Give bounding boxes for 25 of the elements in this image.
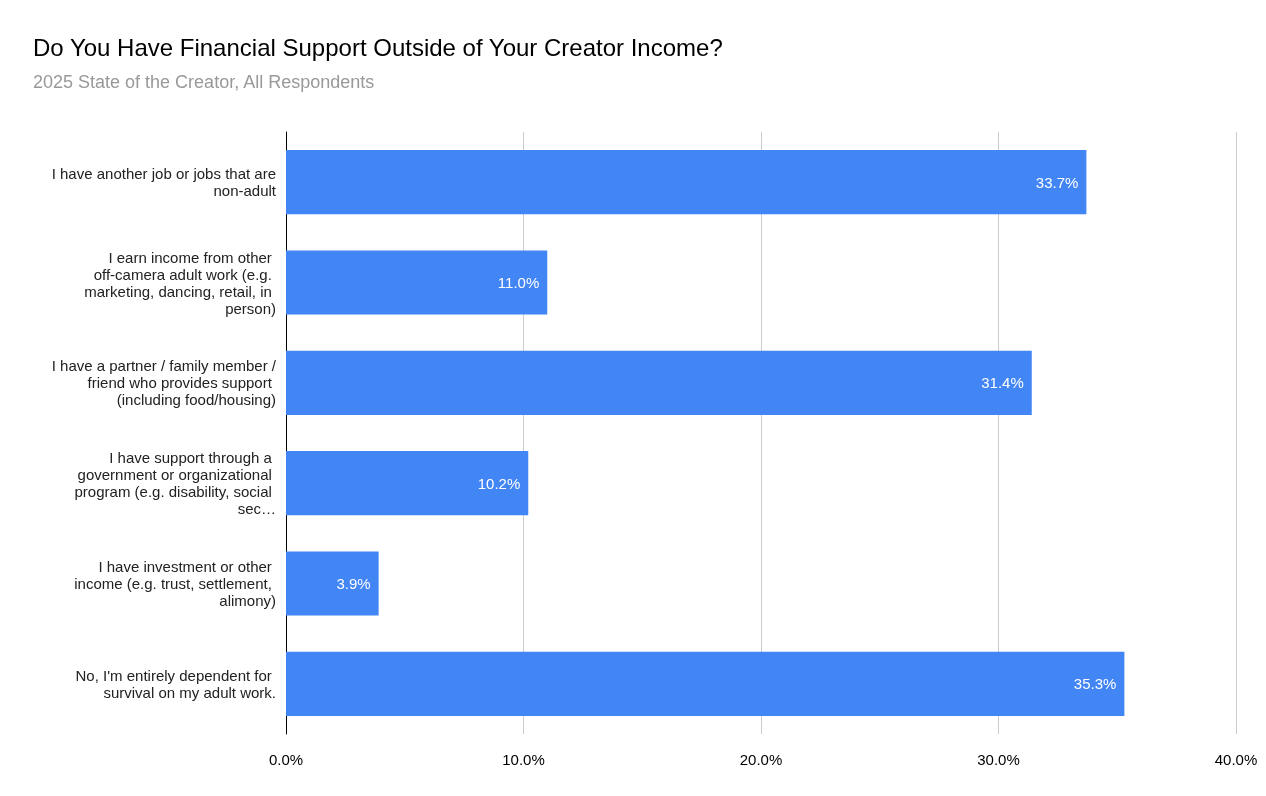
y-tick-label: I have investment or other income (e.g. trust, settlement, alimony) (74, 558, 276, 609)
y-tick-label: I have another job or jobs that are non-adult (51, 165, 277, 200)
data-label: 11.0% (497, 274, 540, 291)
chart-title: Do You Have Financial Support Outside of Your Creator Income? (33, 33, 723, 61)
x-tick-label: 0.0% (268, 751, 304, 768)
y-tick-label: I have support through a government or organizational program (e.g. disability, social sec… (74, 449, 276, 518)
data-label: 3.9% (336, 575, 371, 592)
bar (286, 250, 548, 315)
y-tick-label: No, I'm entirely dependent for survival on my adult work. (75, 666, 276, 701)
y-tick-label: I have a partner / family member / friend who provides support (including food/housing) (51, 357, 277, 409)
data-label: 10.2% (477, 474, 521, 492)
chart-subtitle: 2025 State of the Creator, All Respondents (33, 72, 375, 92)
bar (286, 451, 529, 516)
y-tick-label: I earn income from other off-camera adult work (e.g. marketing, dancing, retail, in person) (84, 248, 276, 317)
bar (286, 150, 1087, 215)
x-tick-label: 30.0% (977, 751, 1020, 768)
x-tick-label: 10.0% (502, 751, 545, 768)
x-tick-label: 40.0% (1214, 751, 1258, 768)
bar (286, 350, 1032, 415)
data-label: 35.3% (1073, 675, 1117, 693)
bar (286, 551, 379, 616)
bar (286, 651, 1125, 716)
data-label: 31.4% (981, 374, 1024, 392)
data-label: 33.7% (1035, 173, 1079, 191)
x-tick-label: 20.0% (739, 751, 783, 768)
